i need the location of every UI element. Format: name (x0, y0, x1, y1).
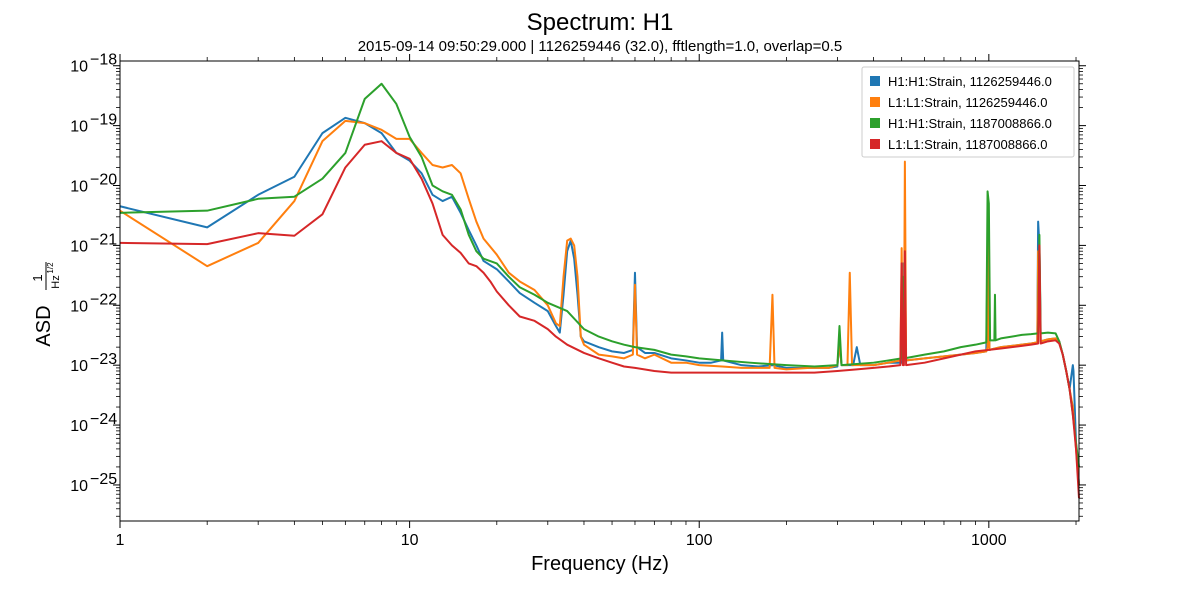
legend-label-1: H1:H1:Strain, 1126259446.0 (888, 74, 1052, 89)
series-line-4 (119, 140, 1080, 499)
chart-subtitle: 2015-09-14 09:50:29.000 | 1126259446 (32… (358, 38, 843, 55)
legend-label-3: H1:H1:Strain, 1187008866.0 (888, 116, 1052, 131)
chart-title: Spectrum: H1 (527, 9, 674, 36)
series-layer (119, 82, 1080, 499)
y-tick-label-5: 10 (70, 298, 88, 315)
series-line-1 (119, 116, 1080, 486)
legend-frame (861, 66, 1075, 158)
legend-swatch-2 (870, 97, 880, 107)
y-axis-label-prefix: ASD (33, 305, 55, 346)
ticks-layer: 1 10 100 100010−1810−1910−2010−2110−2210−23… (70, 52, 1086, 549)
series-line-3 (119, 82, 1080, 468)
x-axis-label: Frequency (Hz) (531, 553, 669, 575)
legend: H1:H1:Strain, 1126259446.0 L1:L1:Strain, … (861, 66, 1075, 158)
legend-label-4: L1:L1:Strain, 1187008866.0 (888, 137, 1048, 152)
y-axis-label-numerator: 1 (30, 274, 45, 281)
y-tick-label-2: 10 (70, 119, 88, 136)
y-tick-label-3: 10 (70, 179, 88, 196)
x-tick-label-2: 10 (401, 532, 419, 549)
y-tick-label-exponent-7: −24 (90, 411, 117, 428)
y-axis-label-denominator: Hz (50, 275, 62, 288)
legend-label-2: L1:L1:Strain, 1126259446.0 (888, 95, 1048, 110)
y-tick-label-1: 10 (70, 59, 88, 76)
y-axis-label-denominator-exponent: 1/2 (46, 262, 55, 274)
x-tick-label-4: 1000 (971, 532, 1007, 549)
y-axis-label: ASD 1 Hz 1/2 (30, 262, 62, 347)
x-tick-label-1: 1 (116, 532, 125, 549)
y-tick-label-exponent-4: −21 (90, 231, 117, 248)
y-tick-label-4: 10 (70, 238, 88, 255)
y-tick-label-exponent-6: −23 (90, 351, 117, 368)
y-tick-label-8: 10 (70, 478, 88, 495)
series-line-2 (119, 119, 1080, 486)
y-tick-label-exponent-2: −19 (90, 112, 117, 129)
y-tick-label-exponent-5: −22 (90, 291, 117, 308)
y-tick-label-6: 10 (70, 358, 88, 375)
x-tick-label-3: 100 (686, 532, 713, 549)
y-tick-label-exponent-8: −25 (90, 471, 117, 488)
y-tick-label-exponent-3: −20 (90, 172, 117, 189)
y-tick-label-exponent-1: −18 (90, 52, 117, 69)
legend-swatch-4 (870, 139, 880, 149)
legend-swatch-1 (870, 76, 880, 86)
y-tick-label-7: 10 (70, 418, 88, 435)
legend-swatch-3 (870, 118, 880, 128)
plot-frame (119, 60, 1080, 522)
